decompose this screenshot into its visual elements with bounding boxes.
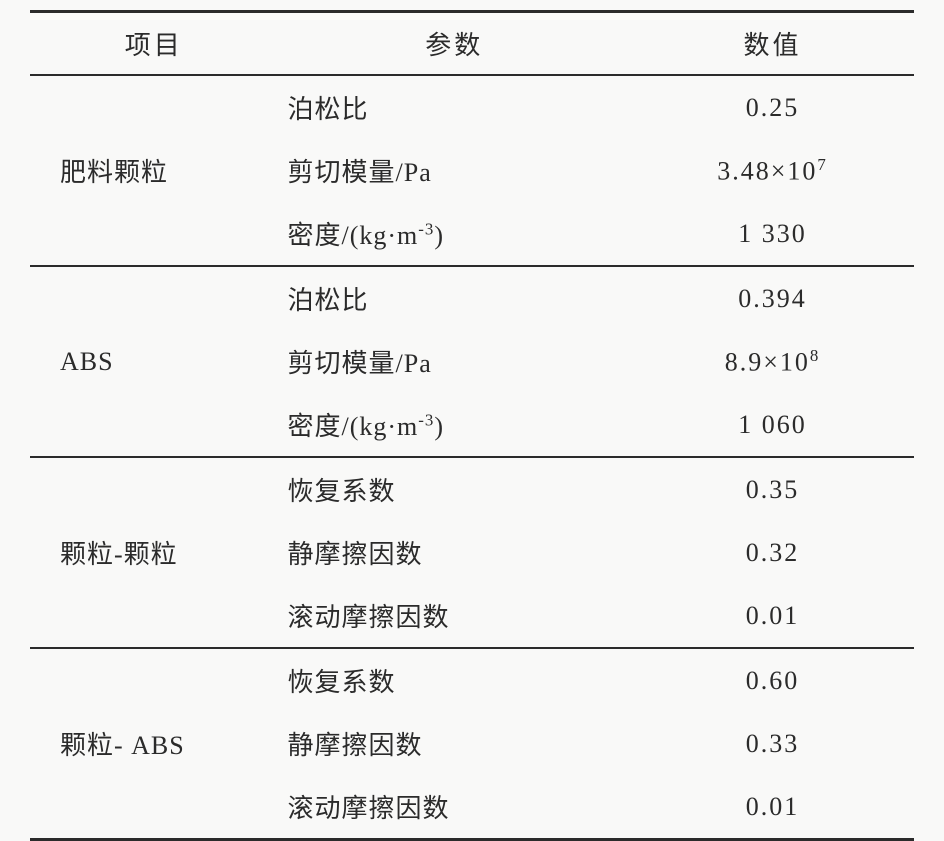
param-cell: 剪切模量/Pa bbox=[278, 330, 632, 393]
value-cell: 0.60 bbox=[631, 648, 914, 712]
item-cell: 颗粒- ABS bbox=[30, 648, 278, 840]
item-cell: 肥料颗粒 bbox=[30, 75, 278, 266]
header-param: 参数 bbox=[278, 12, 632, 76]
param-cell: 滚动摩擦因数 bbox=[278, 775, 632, 840]
param-cell: 剪切模量/Pa bbox=[278, 139, 632, 202]
value-cell: 3.48×107 bbox=[631, 139, 914, 202]
value-cell: 0.01 bbox=[631, 775, 914, 840]
table-row: 颗粒- ABS恢复系数0.60 bbox=[30, 648, 914, 712]
header-item: 项目 bbox=[30, 12, 278, 76]
table-header-row: 项目 参数 数值 bbox=[30, 12, 914, 76]
param-cell: 泊松比 bbox=[278, 75, 632, 139]
value-cell: 8.9×108 bbox=[631, 330, 914, 393]
header-value: 数值 bbox=[631, 12, 914, 76]
value-cell: 0.32 bbox=[631, 521, 914, 584]
item-cell: 颗粒-颗粒 bbox=[30, 457, 278, 648]
parameters-table: 项目 参数 数值 肥料颗粒泊松比0.25剪切模量/Pa3.48×107密度/(k… bbox=[30, 10, 914, 841]
value-cell: 0.33 bbox=[631, 712, 914, 775]
param-cell: 静摩擦因数 bbox=[278, 521, 632, 584]
param-cell: 滚动摩擦因数 bbox=[278, 584, 632, 648]
param-cell: 恢复系数 bbox=[278, 457, 632, 521]
param-cell: 静摩擦因数 bbox=[278, 712, 632, 775]
value-cell: 0.35 bbox=[631, 457, 914, 521]
param-cell: 恢复系数 bbox=[278, 648, 632, 712]
value-cell: 0.25 bbox=[631, 75, 914, 139]
table-row: 肥料颗粒泊松比0.25 bbox=[30, 75, 914, 139]
value-cell: 0.394 bbox=[631, 266, 914, 330]
table-row: ABS泊松比0.394 bbox=[30, 266, 914, 330]
param-cell: 泊松比 bbox=[278, 266, 632, 330]
item-cell: ABS bbox=[30, 266, 278, 457]
param-cell: 密度/(kg·m-3) bbox=[278, 393, 632, 457]
value-cell: 0.01 bbox=[631, 584, 914, 648]
value-cell: 1 330 bbox=[631, 202, 914, 266]
table-body: 肥料颗粒泊松比0.25剪切模量/Pa3.48×107密度/(kg·m-3)1 3… bbox=[30, 75, 914, 840]
value-cell: 1 060 bbox=[631, 393, 914, 457]
table-row: 颗粒-颗粒恢复系数0.35 bbox=[30, 457, 914, 521]
param-cell: 密度/(kg·m-3) bbox=[278, 202, 632, 266]
